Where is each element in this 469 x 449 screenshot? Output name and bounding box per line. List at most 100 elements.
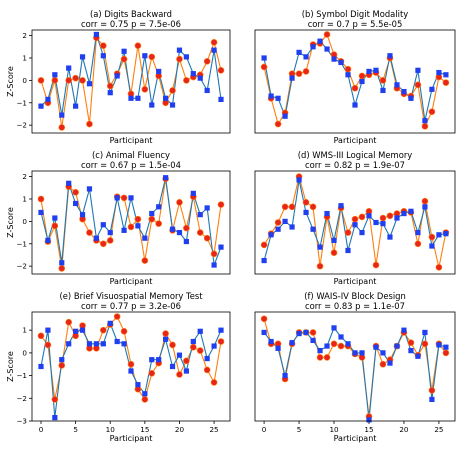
axes-frame — [31, 311, 231, 422]
panel-subtitle: corr = 0.82 p = 1.9e-07 — [305, 160, 405, 170]
data-point-blue — [289, 224, 295, 230]
data-point-red — [148, 215, 156, 223]
y-tick-label: −1 — [16, 371, 27, 380]
data-point-blue — [331, 325, 337, 331]
data-point-blue — [373, 67, 379, 73]
data-point-blue — [303, 329, 309, 336]
data-point-red — [428, 387, 436, 394]
data-point-blue — [317, 244, 323, 250]
data-point-red — [155, 220, 162, 227]
data-point-blue — [197, 212, 203, 218]
panel-subtitle: corr = 0.67 p = 1.5e-04 — [81, 160, 181, 170]
data-point-blue — [429, 86, 435, 92]
data-point-red — [323, 31, 331, 38]
data-point-red — [106, 82, 114, 90]
data-point-blue — [107, 320, 113, 326]
data-point-red — [260, 63, 268, 71]
data-point-red — [288, 203, 296, 211]
data-point-red — [148, 53, 156, 61]
data-point-blue — [345, 72, 351, 78]
data-point-blue — [135, 223, 141, 229]
data-point-red — [120, 194, 128, 202]
x-axis-label: Participant — [334, 277, 377, 286]
data-point-blue — [59, 112, 65, 118]
data-point-red — [421, 197, 429, 205]
data-point-blue — [114, 195, 120, 201]
data-point-red — [421, 340, 429, 348]
data-point-red — [169, 87, 176, 94]
data-point-red — [260, 241, 268, 249]
data-point-red — [127, 223, 135, 231]
data-point-red — [217, 201, 225, 208]
data-point-red — [100, 42, 107, 49]
data-point-red — [379, 214, 387, 222]
data-point-red — [435, 263, 443, 271]
data-point-blue — [373, 344, 379, 350]
data-point-blue — [52, 215, 58, 221]
data-point-blue — [100, 53, 106, 59]
y-tick-label: 2 — [22, 172, 27, 181]
y-tick-label: 0 — [22, 348, 27, 357]
data-point-blue — [128, 195, 134, 201]
data-point-blue — [408, 95, 414, 101]
data-point-blue — [73, 103, 79, 109]
data-point-blue — [86, 341, 93, 347]
data-point-blue — [415, 353, 421, 359]
y-tick-label: 0 — [22, 217, 27, 226]
x-tick-label: 25 — [209, 425, 218, 434]
y-tick-label: −1 — [16, 239, 27, 248]
data-point-blue — [422, 204, 428, 210]
y-tick-label: −2 — [16, 121, 27, 130]
data-point-blue — [401, 327, 407, 333]
data-point-blue — [436, 342, 442, 348]
x-tick-label: 20 — [399, 425, 409, 434]
y-tick-label: 1 — [22, 326, 27, 335]
data-point-blue — [204, 87, 210, 94]
data-point-red — [72, 188, 79, 196]
data-point-blue — [204, 205, 210, 211]
data-point-blue — [149, 102, 155, 108]
data-point-blue — [93, 341, 99, 347]
data-point-red — [148, 370, 156, 377]
data-point-blue — [261, 55, 267, 61]
data-point-blue — [204, 355, 210, 362]
data-point-red — [86, 120, 93, 128]
data-point-blue — [100, 341, 106, 347]
data-point-blue — [303, 54, 309, 60]
series-line-orange — [40, 315, 222, 401]
data-point-red — [183, 357, 190, 365]
data-point-blue — [387, 360, 393, 366]
data-point-blue — [324, 210, 330, 217]
data-point-red — [309, 329, 317, 336]
data-point-blue — [100, 222, 106, 228]
data-point-red — [113, 313, 121, 320]
data-point-blue — [59, 357, 65, 363]
data-point-blue — [282, 372, 288, 379]
data-point-blue — [45, 96, 51, 103]
data-point-red — [58, 124, 66, 131]
y-tick-label: 2 — [22, 31, 27, 40]
data-point-blue — [380, 221, 386, 227]
y-tick-label: −2 — [16, 262, 27, 271]
data-point-red — [309, 203, 317, 211]
x-axis-label: Participant — [110, 136, 153, 145]
data-point-blue — [436, 69, 442, 76]
data-point-blue — [121, 341, 127, 347]
data-point-red — [302, 199, 310, 206]
data-point-blue — [268, 232, 274, 238]
data-point-red — [442, 349, 450, 357]
data-point-blue — [289, 75, 295, 81]
data-point-red — [210, 250, 218, 258]
data-point-blue — [190, 190, 196, 196]
data-point-blue — [268, 93, 274, 99]
data-point-blue — [317, 38, 323, 44]
data-point-blue — [163, 336, 169, 342]
data-point-red — [203, 234, 211, 242]
data-point-red — [141, 257, 149, 264]
panel-title: (e) Brief Visuospatial Memory Test — [59, 291, 203, 301]
data-point-blue — [310, 44, 316, 50]
data-point-red — [330, 340, 338, 348]
data-point-blue — [422, 329, 428, 336]
panel-subtitle: corr = 0.77 p = 3.2e-06 — [81, 301, 181, 311]
